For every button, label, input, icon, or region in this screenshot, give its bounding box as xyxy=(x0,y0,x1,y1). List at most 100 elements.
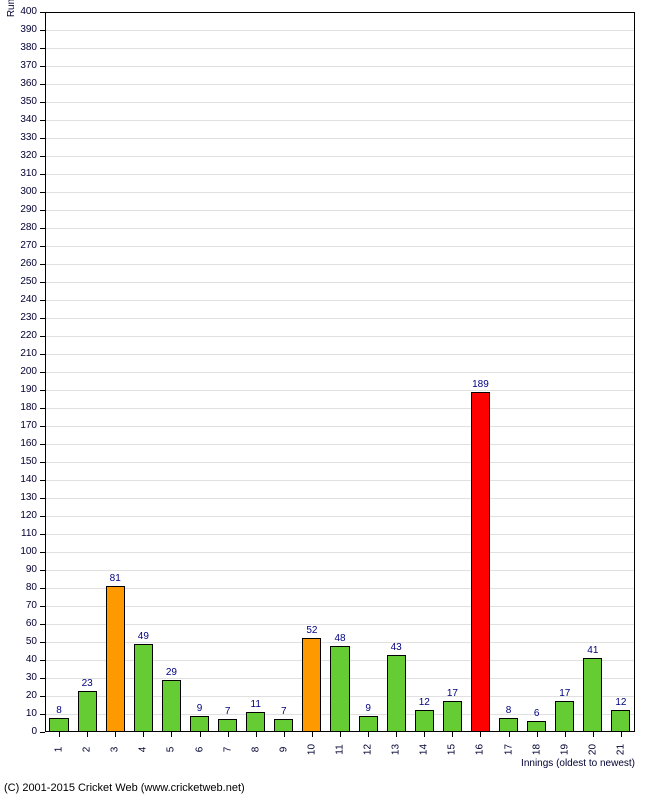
grid-line xyxy=(46,606,634,607)
bar-value-label: 17 xyxy=(437,688,467,699)
grid-line xyxy=(46,264,634,265)
x-tick-label: 1 xyxy=(54,740,65,760)
grid-line xyxy=(46,516,634,517)
y-tick-label: 280 xyxy=(0,222,37,233)
grid-line xyxy=(46,498,634,499)
y-tick-label: 80 xyxy=(0,582,37,593)
y-tick-label: 90 xyxy=(0,564,37,575)
bar-value-label: 81 xyxy=(100,573,130,584)
bar xyxy=(162,680,181,732)
y-tick xyxy=(40,408,45,409)
y-tick-label: 100 xyxy=(0,546,37,557)
x-tick-label: 20 xyxy=(587,740,598,760)
bar-value-label: 9 xyxy=(185,703,215,714)
grid-line xyxy=(46,552,634,553)
grid-line xyxy=(46,354,634,355)
y-tick xyxy=(40,336,45,337)
bar-value-label: 7 xyxy=(269,706,299,717)
bar xyxy=(555,701,574,732)
y-tick xyxy=(40,120,45,121)
bar xyxy=(471,392,490,732)
y-tick xyxy=(40,228,45,229)
x-tick xyxy=(509,732,510,737)
y-tick xyxy=(40,30,45,31)
bar-value-label: 11 xyxy=(241,699,271,710)
bar xyxy=(78,691,97,732)
y-tick-label: 10 xyxy=(0,708,37,719)
y-tick xyxy=(40,462,45,463)
grid-line xyxy=(46,588,634,589)
grid-line xyxy=(46,390,634,391)
y-tick xyxy=(40,354,45,355)
chart-container: Runs Innings (oldest to newest) (C) 2001… xyxy=(0,0,650,800)
grid-line xyxy=(46,192,634,193)
x-tick-label: 14 xyxy=(419,740,430,760)
x-tick-label: 10 xyxy=(306,740,317,760)
y-tick xyxy=(40,606,45,607)
bar xyxy=(611,710,630,732)
x-tick xyxy=(621,732,622,737)
x-tick-label: 3 xyxy=(110,740,121,760)
bar-value-label: 52 xyxy=(297,625,327,636)
y-tick xyxy=(40,264,45,265)
y-tick-label: 60 xyxy=(0,618,37,629)
x-tick xyxy=(200,732,201,737)
bar-value-label: 29 xyxy=(156,667,186,678)
bar xyxy=(330,646,349,732)
y-tick xyxy=(40,66,45,67)
y-tick xyxy=(40,570,45,571)
y-tick-label: 250 xyxy=(0,276,37,287)
x-tick xyxy=(480,732,481,737)
y-tick-label: 170 xyxy=(0,420,37,431)
x-tick-label: 7 xyxy=(222,740,233,760)
y-tick-label: 20 xyxy=(0,690,37,701)
x-tick xyxy=(452,732,453,737)
x-tick-label: 15 xyxy=(447,740,458,760)
bar xyxy=(583,658,602,732)
y-tick-label: 360 xyxy=(0,78,37,89)
grid-line xyxy=(46,66,634,67)
grid-line xyxy=(46,624,634,625)
y-tick xyxy=(40,534,45,535)
grid-line xyxy=(46,246,634,247)
bar xyxy=(415,710,434,732)
x-tick xyxy=(284,732,285,737)
x-tick xyxy=(565,732,566,737)
x-tick xyxy=(228,732,229,737)
x-tick xyxy=(396,732,397,737)
bar xyxy=(302,638,321,732)
bar xyxy=(359,716,378,732)
grid-line xyxy=(46,480,634,481)
x-tick xyxy=(593,732,594,737)
grid-line xyxy=(46,336,634,337)
grid-line xyxy=(46,570,634,571)
y-tick xyxy=(40,210,45,211)
y-tick xyxy=(40,300,45,301)
x-tick-label: 9 xyxy=(278,740,289,760)
grid-line xyxy=(46,408,634,409)
bar-value-label: 6 xyxy=(522,708,552,719)
y-tick-label: 330 xyxy=(0,132,37,143)
grid-line xyxy=(46,282,634,283)
bar-value-label: 23 xyxy=(72,678,102,689)
bar xyxy=(49,718,68,732)
y-tick xyxy=(40,156,45,157)
y-tick-label: 240 xyxy=(0,294,37,305)
y-tick xyxy=(40,174,45,175)
bar xyxy=(106,586,125,732)
y-tick-label: 350 xyxy=(0,96,37,107)
x-tick xyxy=(537,732,538,737)
x-tick xyxy=(59,732,60,737)
y-tick-label: 40 xyxy=(0,654,37,665)
grid-line xyxy=(46,462,634,463)
y-tick-label: 30 xyxy=(0,672,37,683)
bar xyxy=(190,716,209,732)
grid-line xyxy=(46,156,634,157)
y-tick xyxy=(40,84,45,85)
bar-value-label: 43 xyxy=(381,642,411,653)
y-tick xyxy=(40,138,45,139)
y-tick-label: 200 xyxy=(0,366,37,377)
grid-line xyxy=(46,48,634,49)
x-tick-label: 5 xyxy=(166,740,177,760)
bar xyxy=(443,701,462,732)
